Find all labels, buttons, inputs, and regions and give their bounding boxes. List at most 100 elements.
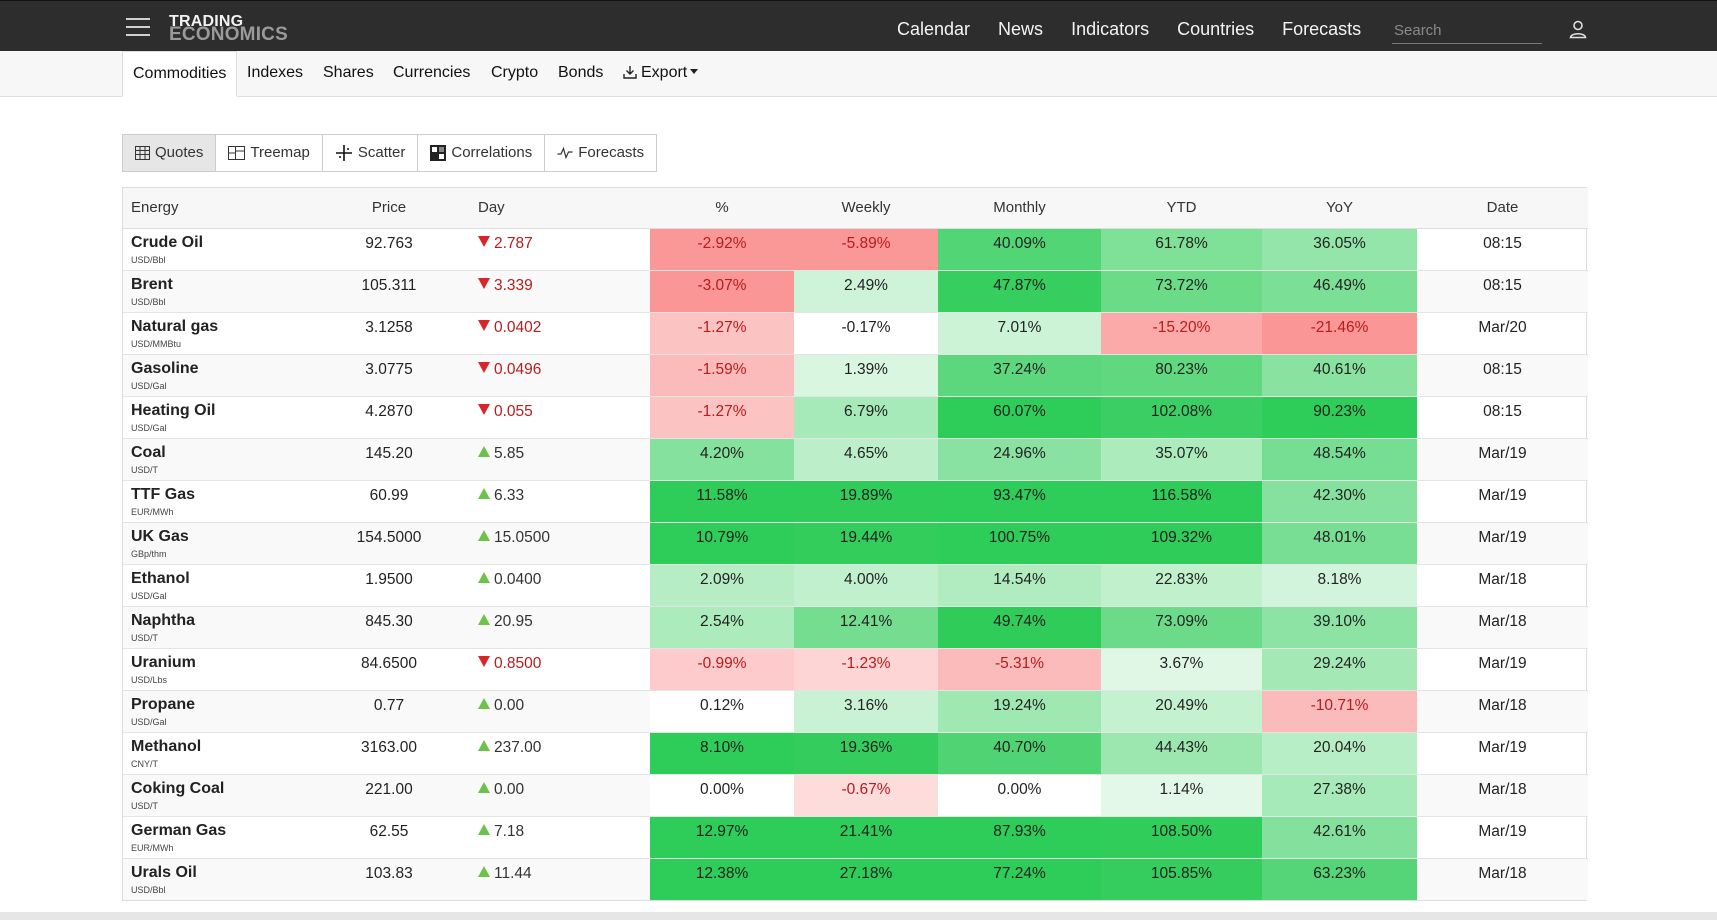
date-cell: Mar/19 <box>1417 522 1588 565</box>
monthly-cell: 77.24% <box>938 858 1101 900</box>
percent-cell: -3.07% <box>650 270 794 313</box>
monthly-cell: 7.01% <box>938 312 1101 355</box>
ytd-cell: 22.83% <box>1101 564 1262 607</box>
header-day[interactable]: Day <box>470 188 650 229</box>
nav-indicators[interactable]: Indicators <box>1071 19 1150 39</box>
table-row[interactable]: Ethanol USD/Gal 1.9500 0.0400 2.09% 4.00% 14.5… <box>123 564 1588 607</box>
commodity-name-link[interactable]: Natural gas <box>131 317 219 335</box>
commodity-name-link[interactable]: Urals Oil <box>131 863 197 881</box>
tab-crypto[interactable]: Crypto <box>491 64 539 81</box>
view-forecasts-button[interactable]: Forecasts <box>545 135 657 171</box>
tab-currencies[interactable]: Currencies <box>393 64 471 81</box>
down-arrow-icon <box>478 235 490 247</box>
commodity-name-link[interactable]: Methanol <box>131 737 202 755</box>
up-arrow-icon <box>478 823 490 835</box>
table-row[interactable]: Crude Oil USD/Bbl 92.763 2.787 -2.92% -5.89% 4… <box>123 228 1588 271</box>
weekly-cell: -1.23% <box>794 648 938 691</box>
header-date[interactable]: Date <box>1417 188 1588 229</box>
header-percent[interactable]: % <box>650 188 794 229</box>
view-quotes-button[interactable]: Quotes <box>123 135 217 171</box>
commodity-cell: Coal USD/T <box>123 438 308 481</box>
nav-forecasts[interactable]: Forecasts <box>1282 19 1362 39</box>
commodity-name-link[interactable]: Naphtha <box>131 611 195 629</box>
day-change-value: 5.85 <box>494 444 525 462</box>
day-change-value: 0.8500 <box>494 654 542 672</box>
correlations-icon <box>430 145 447 161</box>
view-treemap-button[interactable]: Treemap <box>216 135 323 171</box>
view-correlations-button[interactable]: Correlations <box>418 135 546 171</box>
header-energy[interactable]: Energy <box>123 188 308 229</box>
commodity-name-link[interactable]: Coking Coal <box>131 779 225 797</box>
tab-bonds[interactable]: Bonds <box>558 64 604 81</box>
commodity-name-link[interactable]: Propane <box>131 695 196 713</box>
yoy-cell: 48.54% <box>1262 438 1417 481</box>
table-row[interactable]: Uranium USD/Lbs 84.6500 0.8500 -0.99% -1.23% -… <box>123 648 1588 691</box>
nav-countries[interactable]: Countries <box>1177 19 1255 39</box>
commodity-cell: Coking Coal USD/T <box>123 774 308 817</box>
date-cell: 08:15 <box>1417 270 1588 313</box>
table-row[interactable]: Urals Oil USD/Bbl 103.83 11.44 12.38% 27.18% 7… <box>123 858 1588 900</box>
table-row[interactable]: Methanol CNY/T 3163.00 237.00 8.10% 19.36% 40.… <box>123 732 1588 775</box>
market-tabs: Commodities Indexes Shares Currencies Cr… <box>0 51 1717 97</box>
percent-cell: -0.99% <box>650 648 794 691</box>
commodity-name-link[interactable]: Coal <box>131 443 166 461</box>
yoy-cell: 29.24% <box>1262 648 1417 691</box>
search-input[interactable] <box>1392 17 1542 44</box>
header-ytd[interactable]: YTD <box>1101 188 1262 229</box>
header-price[interactable]: Price <box>308 188 470 229</box>
user-icon[interactable] <box>1568 19 1588 39</box>
commodity-cell: Heating Oil USD/Gal <box>123 396 308 439</box>
export-dropdown[interactable]: Export <box>623 51 699 97</box>
page-bottom-border <box>0 912 1717 920</box>
tab-indexes[interactable]: Indexes <box>247 64 304 81</box>
day-change-cell: 0.0400 <box>470 564 650 607</box>
price-cell: 3163.00 <box>308 732 470 775</box>
commodities-table: Energy Price Day % Weekly Monthly YTD Yo… <box>122 187 1588 901</box>
view-scatter-button[interactable]: Scatter <box>322 135 419 171</box>
nav-calendar[interactable]: Calendar <box>897 19 971 39</box>
logo[interactable]: TRADING ECONOMICS <box>169 13 288 45</box>
tab-shares[interactable]: Shares <box>323 64 374 81</box>
weekly-cell: -0.17% <box>794 312 938 355</box>
table-row[interactable]: Coking Coal USD/T 221.00 0.00 0.00% -0.67% 0.0… <box>123 774 1588 817</box>
percent-cell: 10.79% <box>650 522 794 565</box>
header-yoy[interactable]: YoY <box>1262 188 1417 229</box>
day-change-cell: 0.8500 <box>470 648 650 691</box>
tab-commodities[interactable]: Commodities <box>122 51 238 97</box>
hamburger-menu-icon[interactable] <box>126 18 150 37</box>
commodity-name-link[interactable]: Heating Oil <box>131 401 216 419</box>
table-row[interactable]: German Gas EUR/MWh 62.55 7.18 12.97% 21.41% 87… <box>123 816 1588 859</box>
commodity-name-link[interactable]: Uranium <box>131 653 196 671</box>
table-row[interactable]: Propane USD/Gal 0.77 0.00 0.12% 3.16% 19.24% 20… <box>123 690 1588 733</box>
commodity-cell: Crude Oil USD/Bbl <box>123 228 308 271</box>
percent-cell: 2.09% <box>650 564 794 607</box>
up-arrow-icon <box>478 571 490 583</box>
commodity-name-link[interactable]: TTF Gas <box>131 485 196 503</box>
table-row[interactable]: UK Gas GBp/thm 154.5000 15.0500 10.79% 19.44%… <box>123 522 1588 565</box>
table-row[interactable]: Gasoline USD/Gal 3.0775 0.0496 -1.59% 1.39% 37… <box>123 354 1588 397</box>
header-weekly[interactable]: Weekly <box>794 188 938 229</box>
header-monthly[interactable]: Monthly <box>938 188 1101 229</box>
date-cell: Mar/19 <box>1417 732 1588 775</box>
commodity-name-link[interactable]: Gasoline <box>131 359 199 377</box>
commodity-name-link[interactable]: German Gas <box>131 821 227 839</box>
commodity-cell: Brent USD/Bbl <box>123 270 308 313</box>
table-row[interactable]: Natural gas USD/MMBtu 3.1258 0.0402 -1.27% -0… <box>123 312 1588 355</box>
commodity-name-link[interactable]: UK Gas <box>131 527 189 545</box>
logo-line1: TRADING <box>169 13 244 30</box>
table-row[interactable]: Heating Oil USD/Gal 4.2870 0.055 -1.27% 6.79%… <box>123 396 1588 439</box>
price-cell: 84.6500 <box>308 648 470 691</box>
commodity-unit: USD/Lbs <box>131 674 168 685</box>
commodity-name-link[interactable]: Ethanol <box>131 569 190 587</box>
table-row[interactable]: TTF Gas EUR/MWh 60.99 6.33 11.58% 19.89% 93.47… <box>123 480 1588 523</box>
commodity-name-link[interactable]: Crude Oil <box>131 233 204 251</box>
date-cell: Mar/18 <box>1417 774 1588 817</box>
commodity-cell: German Gas EUR/MWh <box>123 816 308 859</box>
nav-news[interactable]: News <box>998 19 1044 39</box>
percent-cell: -1.59% <box>650 354 794 397</box>
table-row[interactable]: Brent USD/Bbl 105.311 3.339 -3.07% 2.49% 47.87… <box>123 270 1588 313</box>
view-quotes-label: Quotes <box>155 144 204 161</box>
commodity-name-link[interactable]: Brent <box>131 275 173 293</box>
table-row[interactable]: Coal USD/T 145.20 5.85 4.20% 4.65% 24.96% 35.07… <box>123 438 1588 481</box>
table-row[interactable]: Naphtha USD/T 845.30 20.95 2.54% 12.41% 49.74%… <box>123 606 1588 649</box>
